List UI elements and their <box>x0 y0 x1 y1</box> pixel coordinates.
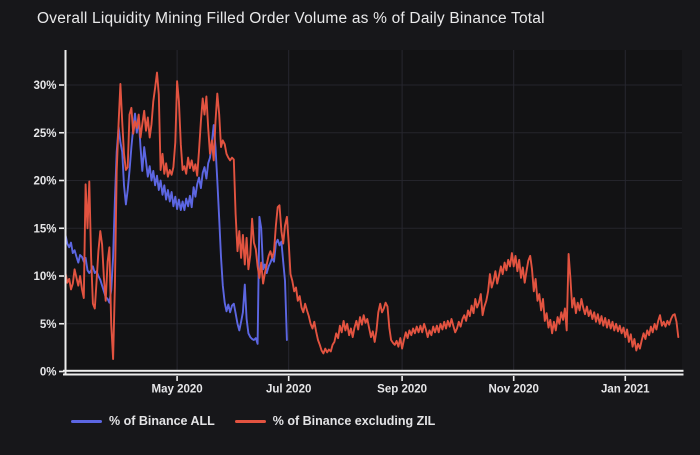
y-tick-label: 30% <box>33 80 56 92</box>
y-tick-mark <box>59 275 64 277</box>
y-tick-mark <box>59 227 64 230</box>
legend-item-binance-all[interactable]: % of Binance ALL <box>71 414 215 428</box>
page-title: Overall Liquidity Mining Filled Order Vo… <box>37 10 545 27</box>
x-tick-mark <box>624 376 627 381</box>
x-tick-label: Sep 2020 <box>377 384 427 396</box>
y-tick-mark <box>59 322 64 325</box>
y-tick-label: 10% <box>33 271 56 283</box>
x-tick-label: Nov 2020 <box>488 384 539 396</box>
legend-item-excluding-zil[interactable]: % of Binance excluding ZIL <box>234 414 436 428</box>
x-tick-mark <box>287 376 290 381</box>
y-tick-label: 25% <box>33 128 56 140</box>
y-tick-label: 15% <box>33 223 56 235</box>
plot-area[interactable] <box>65 50 683 372</box>
x-axis-line-upper <box>63 369 684 372</box>
series-line-excluding-zil[interactable] <box>64 71 680 361</box>
y-axis-spine <box>64 50 67 376</box>
legend-label-excluding-zil: % of Binance excluding ZIL <box>272 414 436 428</box>
x-tick-mark <box>176 376 178 381</box>
y-tick-mark <box>59 179 64 182</box>
legend-swatch-excluding-zil <box>234 419 266 423</box>
y-tick-mark <box>59 84 64 86</box>
y-tick-mark <box>59 370 64 373</box>
series-line-binance-all[interactable] <box>64 112 288 345</box>
x-tick-mark <box>401 376 403 381</box>
x-axis-line-lower <box>63 373 684 376</box>
y-tick-label: 5% <box>40 319 57 331</box>
y-tick-label: 20% <box>33 176 56 188</box>
y-tick-mark <box>59 131 64 134</box>
x-tick-label: Jan 2021 <box>601 384 650 396</box>
x-tick-mark <box>512 376 515 381</box>
x-tick-label: Jul 2020 <box>266 384 311 396</box>
legend-swatch-binance-all <box>71 419 102 423</box>
legend: % of Binance ALL % of Binance excluding … <box>71 414 435 428</box>
x-tick-label: May 2020 <box>152 384 203 396</box>
y-tick-label: 0% <box>40 367 57 379</box>
legend-label-binance-all: % of Binance ALL <box>109 414 215 428</box>
